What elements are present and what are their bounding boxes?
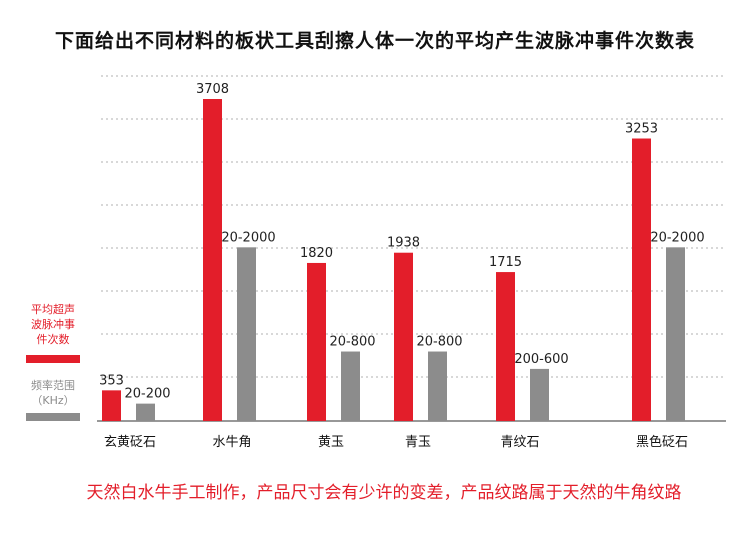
legend-pulse-label: 平均超声 波脉冲事 件次数 <box>22 302 84 347</box>
bar-freq-3 <box>428 351 447 421</box>
legend-freq-line-1: 频率范围 <box>31 379 75 392</box>
category-label-2: 黄玉 <box>318 435 344 450</box>
bar-freq-5 <box>666 247 685 421</box>
data-label-pulse-4: 1715 <box>489 255 522 270</box>
bar-pulse-2 <box>307 262 326 421</box>
data-label-freq-1: 20-2000 <box>221 230 275 245</box>
data-label-pulse-0: 353 <box>99 373 124 388</box>
bar-freq-2 <box>341 351 360 421</box>
bar-pulse-5 <box>632 138 651 421</box>
category-label-0: 玄黄砭石 <box>104 435 156 450</box>
data-label-pulse-3: 1938 <box>387 236 420 251</box>
legend-pulse-line-3: 件次数 <box>36 333 70 346</box>
bar-pulse-3 <box>394 252 413 421</box>
data-label-freq-5: 20-2000 <box>650 230 704 245</box>
bar-freq-1 <box>237 247 256 421</box>
bar-freq-4 <box>530 368 549 421</box>
data-label-freq-0: 20-200 <box>124 387 170 402</box>
legend-freq-label: 频率范围 （KHz） <box>22 378 84 408</box>
data-label-pulse-1: 3708 <box>196 82 229 97</box>
legend-pulse-line-1: 平均超声 <box>31 303 75 316</box>
legend-freq-line-2: （KHz） <box>31 394 75 407</box>
legend-freq-swatch <box>26 413 80 421</box>
category-label-1: 水牛角 <box>212 435 251 450</box>
data-label-freq-2: 20-800 <box>329 335 375 350</box>
footnote: 天然白水牛手工制作，产品尺寸会有少许的变差，产品纹路属于天然的牛角纹路 <box>86 483 682 503</box>
legend-pulse-line-2: 波脉冲事 <box>31 318 75 331</box>
chart-title: 下面给出不同材料的板状工具刮擦人体一次的平均产生波脉冲事件次数表 <box>54 30 695 52</box>
legend-pulse-swatch <box>26 355 80 363</box>
category-label-3: 青玉 <box>405 435 431 450</box>
bar-pulse-4 <box>496 272 515 421</box>
bar-pulse-0 <box>102 390 121 421</box>
bar-pulse-1 <box>203 99 222 421</box>
category-label-5: 黑色砭石 <box>636 434 688 450</box>
bar-freq-0 <box>136 403 155 421</box>
category-label-4: 青纹石 <box>500 435 539 450</box>
data-label-pulse-2: 1820 <box>300 246 333 261</box>
data-label-freq-3: 20-800 <box>416 335 462 350</box>
data-label-freq-4: 200-600 <box>514 352 568 367</box>
data-label-pulse-5: 3253 <box>625 122 658 137</box>
